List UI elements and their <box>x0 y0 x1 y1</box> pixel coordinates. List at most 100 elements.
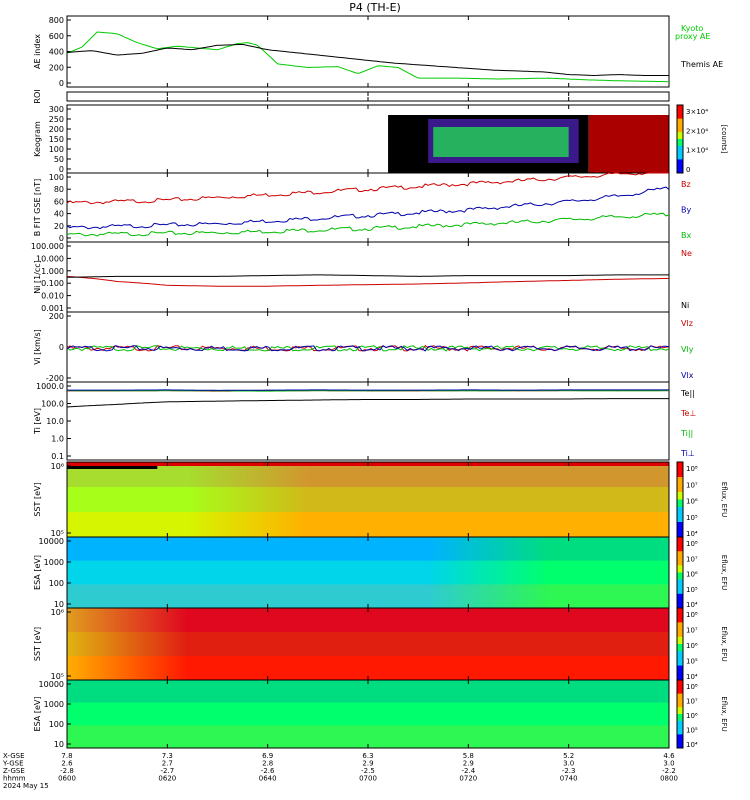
colorbar-segment <box>677 507 683 515</box>
colorbar-segment <box>677 714 683 722</box>
colorbar-label: Eflux, EFU <box>720 696 728 731</box>
y-tick-label: 200 <box>49 125 64 134</box>
x-row-label: Z-GSE <box>3 767 25 775</box>
y-axis-label: B FIT GSE [nT] <box>33 179 42 237</box>
y-tick-label: 0 <box>59 234 64 243</box>
spectrogram-esa-electron <box>67 680 669 748</box>
colorbar-segment <box>677 551 683 559</box>
x-tick-value: 0700 <box>359 775 377 783</box>
spectrogram-band <box>67 702 669 714</box>
spectrogram-band <box>67 680 669 692</box>
colorbar-segment <box>677 693 683 701</box>
y-tick-label: 10 <box>54 740 64 749</box>
legend-label: Ne <box>681 249 692 258</box>
spectrogram-band <box>67 572 669 585</box>
colorbar-tick-label: 10⁶ <box>686 642 698 650</box>
colorbar-segment <box>677 537 683 545</box>
legend-label: Ti⊥ <box>680 449 695 458</box>
spectrogram-sst-electron <box>67 608 669 680</box>
y-axis-label: AE index <box>33 34 42 69</box>
colorbar-sst-electron: 10⁸ 10⁷ 10⁶ 10⁵ 10⁴ Eflux, EFU <box>676 607 728 681</box>
legend-label: Te|| <box>680 389 695 398</box>
series-line-vlx <box>66 345 670 352</box>
colorbar-segment <box>677 477 683 485</box>
panel-keogram: Keogram3002502001501005003×10⁴2×10⁴1×10⁴… <box>33 104 728 174</box>
y-tick-label: 100 <box>49 579 64 588</box>
y-tick-label: 60 <box>54 197 64 206</box>
colorbar-segment <box>677 727 683 735</box>
y-tick-label: 1.000 <box>41 267 64 276</box>
y-tick-label: 800 <box>49 16 64 25</box>
series-line-ne <box>66 275 670 287</box>
y-axis-label: Keogram <box>33 121 42 157</box>
y-tick-label: 100 <box>49 173 64 182</box>
colorbar-segment <box>677 499 683 508</box>
colorbar-segment <box>677 522 683 530</box>
y-tick-label: 250 <box>49 115 64 124</box>
y-tick-label: 100.000 <box>31 242 64 251</box>
y-tick-label: 100 <box>49 145 64 154</box>
y-axis-label: ROI <box>33 89 42 103</box>
colorbar-tick-label: 10⁶ <box>686 571 698 579</box>
x-tick-value: 5.2 <box>563 752 574 760</box>
legend-label: Ni <box>681 301 689 310</box>
colorbar-segment <box>677 680 683 688</box>
legend-label: Themis AE <box>680 60 723 69</box>
y-tick-label: 10000 <box>39 537 64 546</box>
spectrogram-band <box>67 548 669 561</box>
x-tick-value: 2.6 <box>61 760 73 768</box>
y-tick-label: 80 <box>54 185 64 194</box>
y-tick-label: 1000 <box>44 700 64 709</box>
colorbar-segment <box>677 665 683 674</box>
y-tick-label: 0.1 <box>51 452 64 461</box>
series-line-ni <box>67 274 669 278</box>
series-line-te <box>66 398 669 408</box>
y-tick-label: 20 <box>54 222 64 231</box>
colorbar-segment <box>677 622 683 631</box>
x-tick-value: -2.5 <box>361 767 375 775</box>
colorbar-segment <box>677 558 683 566</box>
colorbar-esa-electron: 10⁸ 10⁷ 10⁶ 10⁵ 10⁴ Eflux, EFU <box>676 679 728 749</box>
colorbar-label: Eflux, EFU <box>720 626 728 661</box>
y-axis-label: Vi [km/s] <box>33 329 42 365</box>
x-tick-value: 3.0 <box>663 760 674 768</box>
y-tick-label: 600 <box>49 32 64 41</box>
y-tick-label: 50 <box>54 155 64 164</box>
panel-frame <box>66 15 670 88</box>
colorbar-esa-ion: 10⁸ 10⁷ 10⁶ 10⁵ 10⁴ Eflux, EFU <box>676 536 728 609</box>
y-tick-label: 0 <box>59 165 64 174</box>
panel-roi: ROI <box>33 89 670 104</box>
y-tick-label: 100 <box>49 720 64 729</box>
x-tick-value: -2.3 <box>562 767 576 775</box>
colorbar-tick-label: 10⁷ <box>686 555 698 563</box>
colorbar-tick-label: 10⁷ <box>686 627 698 635</box>
spectrogram-band <box>67 596 669 608</box>
y-tick-label: 0 <box>59 343 64 352</box>
colorbar-segment <box>677 152 683 160</box>
y-tick-label: 40 <box>54 210 64 219</box>
x-tick-value: 0620 <box>158 775 176 783</box>
colorbar-segment <box>677 572 683 581</box>
legend-label: Bz <box>681 180 691 189</box>
y-tick-label: 10⁵ <box>51 529 64 538</box>
legend-label: By <box>681 206 691 215</box>
colorbar-segment <box>677 615 683 623</box>
x-tick-value: 3.0 <box>563 760 574 768</box>
colorbar-tick-label: 2×10⁴ <box>686 127 708 135</box>
y-tick-label: 1000 <box>44 558 64 567</box>
y-tick-label: 10.0 <box>46 417 64 426</box>
colorbar-segment <box>677 514 683 523</box>
spectrogram-band <box>67 584 669 597</box>
colorbar-tick-label: 1×10⁴ <box>686 147 708 155</box>
colorbar-segment <box>677 469 683 478</box>
colorbar-sst-ion: 10⁸ 10⁷ 10⁶ 10⁵ 10⁴ Eflux, EFU <box>676 461 728 538</box>
y-tick-label: 150 <box>49 135 64 144</box>
spectrogram-band <box>67 632 669 644</box>
colorbar-segment <box>677 111 683 120</box>
series-line-ti <box>67 390 669 392</box>
spectrogram-band <box>67 644 669 656</box>
legend-label: Vly <box>681 345 694 354</box>
spectrogram-band <box>67 474 669 487</box>
colorbar-tick-label: 10⁸ <box>686 683 698 691</box>
